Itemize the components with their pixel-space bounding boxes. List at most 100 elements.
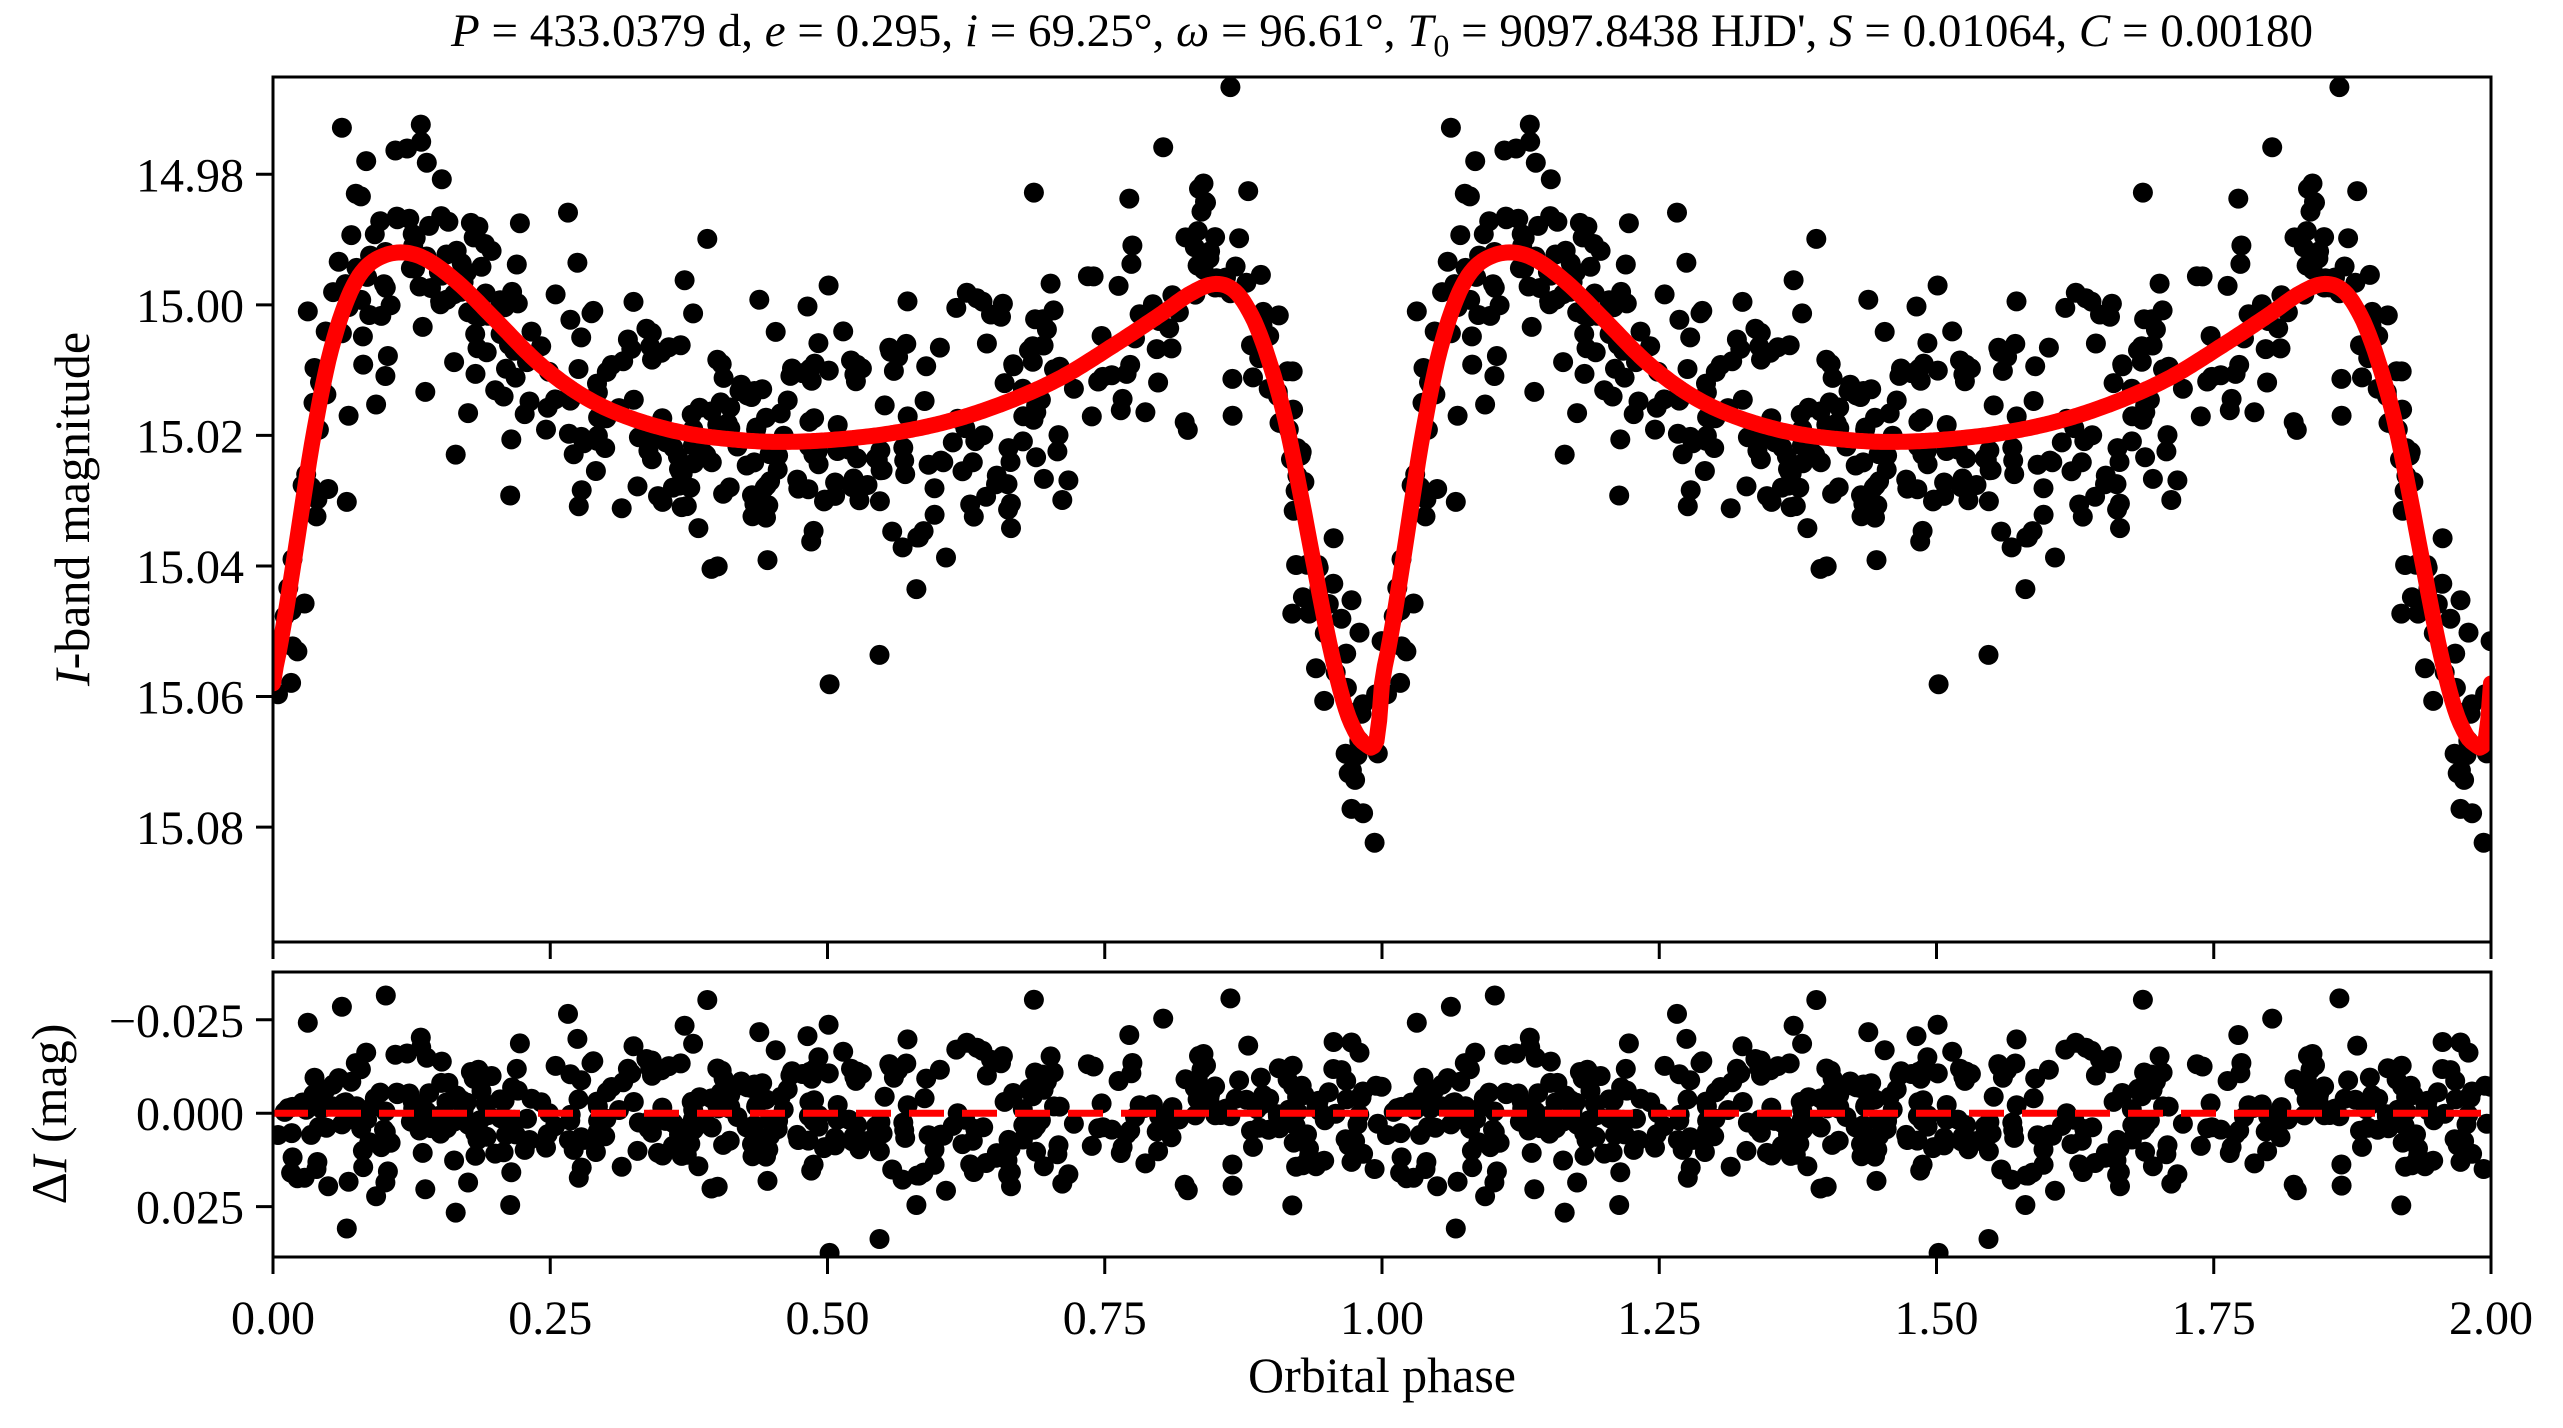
residual-points: [273, 985, 2491, 1257]
data-point: [869, 491, 890, 512]
data-point: [924, 478, 945, 499]
residual-point: [501, 1162, 522, 1183]
residual-point: [2132, 989, 2153, 1010]
data-point: [1353, 694, 1373, 715]
data-point: [1323, 573, 1344, 594]
data-point: [1048, 425, 1069, 446]
data-point: [857, 475, 878, 495]
residual-point: [851, 1063, 872, 1084]
residual-point: [545, 1116, 566, 1137]
residual-point: [364, 1088, 385, 1109]
text-segment: 0: [1433, 28, 1450, 64]
data-point: [842, 477, 863, 498]
residual-point: [1243, 1136, 1263, 1157]
data-point: [2042, 452, 2063, 473]
data-point: [2106, 474, 2127, 495]
data-point: [1747, 431, 1768, 452]
text-segment: = 0.295,: [785, 5, 965, 57]
data-point: [2033, 478, 2054, 499]
residual-point: [412, 1142, 433, 1163]
data-point: [1047, 441, 1068, 462]
residual-point: [1341, 1151, 1362, 1172]
data-point: [1865, 507, 1885, 528]
data-point: [1000, 493, 1021, 514]
data-point: [897, 291, 918, 312]
residual-point: [1908, 1064, 1929, 1085]
data-point: [2045, 547, 2065, 568]
residual-point: [1468, 1132, 1489, 1153]
data-point: [1341, 590, 1362, 611]
residual-point: [1988, 1054, 2009, 1075]
residual-point: [2112, 1084, 2133, 1105]
data-point: [1574, 324, 1595, 345]
data-point: [2445, 643, 2466, 664]
data-point: [1750, 449, 1771, 470]
data-point: [2004, 464, 2025, 485]
residual-point: [1609, 1195, 1630, 1215]
residual-point: [1026, 1141, 1047, 1162]
data-point: [2112, 356, 2133, 377]
residual-point: [842, 1131, 863, 1152]
residual-point: [359, 1132, 380, 1153]
data-point: [1486, 346, 1507, 366]
data-point: [1108, 275, 1129, 296]
data-point: [874, 395, 895, 416]
data-point: [1785, 496, 1806, 517]
data-point: [2338, 228, 2359, 249]
data-point: [1437, 251, 1458, 272]
residual-point: [1081, 1135, 1102, 1156]
data-point: [2395, 555, 2416, 575]
residual-point: [1445, 1218, 1466, 1239]
residual-point: [1574, 1145, 1595, 1166]
residual-point: [568, 1089, 589, 1110]
data-point: [870, 440, 891, 461]
data-point: [1440, 117, 1461, 138]
residual-point: [1983, 1086, 2004, 1107]
residual-point: [385, 1044, 406, 1065]
data-point: [1336, 643, 1357, 664]
data-point: [2228, 188, 2249, 209]
data-point: [720, 397, 741, 418]
data-point: [893, 437, 914, 458]
residual-point: [2149, 1046, 2170, 1067]
residual-point: [757, 1170, 778, 1191]
data-point: [1282, 603, 1303, 624]
residual-point: [1577, 1059, 1598, 1080]
residual-point: [1623, 1139, 1644, 1160]
residual-point: [701, 1178, 722, 1199]
residual-point: [674, 1015, 695, 1036]
data-point: [1783, 270, 1804, 291]
residual-point: [2427, 1082, 2448, 1103]
residual-point: [292, 1092, 313, 1113]
data-point: [674, 270, 695, 291]
residual-point: [1865, 1146, 1885, 1167]
data-point: [1680, 480, 1701, 501]
residual-point: [1676, 1028, 1697, 1049]
residual-point: [1792, 1119, 1813, 1140]
data-point: [1936, 415, 1957, 435]
residual-point: [814, 1138, 834, 1159]
residual-point: [567, 1028, 588, 1049]
residual-point: [621, 1063, 642, 1084]
data-point: [430, 294, 451, 315]
residual-point: [1524, 1179, 1545, 1200]
residual-point: [485, 1143, 506, 1164]
data-point: [757, 550, 778, 571]
residual-point: [1427, 1176, 1448, 1197]
light-curve-panel-border: [271, 75, 2493, 944]
residual-point: [1540, 1072, 1561, 1093]
data-point: [1590, 240, 1611, 261]
residual-point: [415, 1179, 436, 1200]
residual-point: [1525, 1101, 1546, 1122]
data-point: [2450, 798, 2471, 819]
residual-point: [2391, 1195, 2412, 1216]
residual-point: [1897, 1130, 1918, 1150]
data-point: [536, 419, 556, 440]
data-point: [1574, 363, 1595, 384]
data-point: [744, 494, 765, 514]
residual-point: [2329, 988, 2350, 1009]
residual-point: [1377, 1125, 1397, 1145]
data-point: [1630, 321, 1651, 342]
data-point: [892, 537, 913, 558]
residual-point: [2408, 1145, 2429, 1166]
